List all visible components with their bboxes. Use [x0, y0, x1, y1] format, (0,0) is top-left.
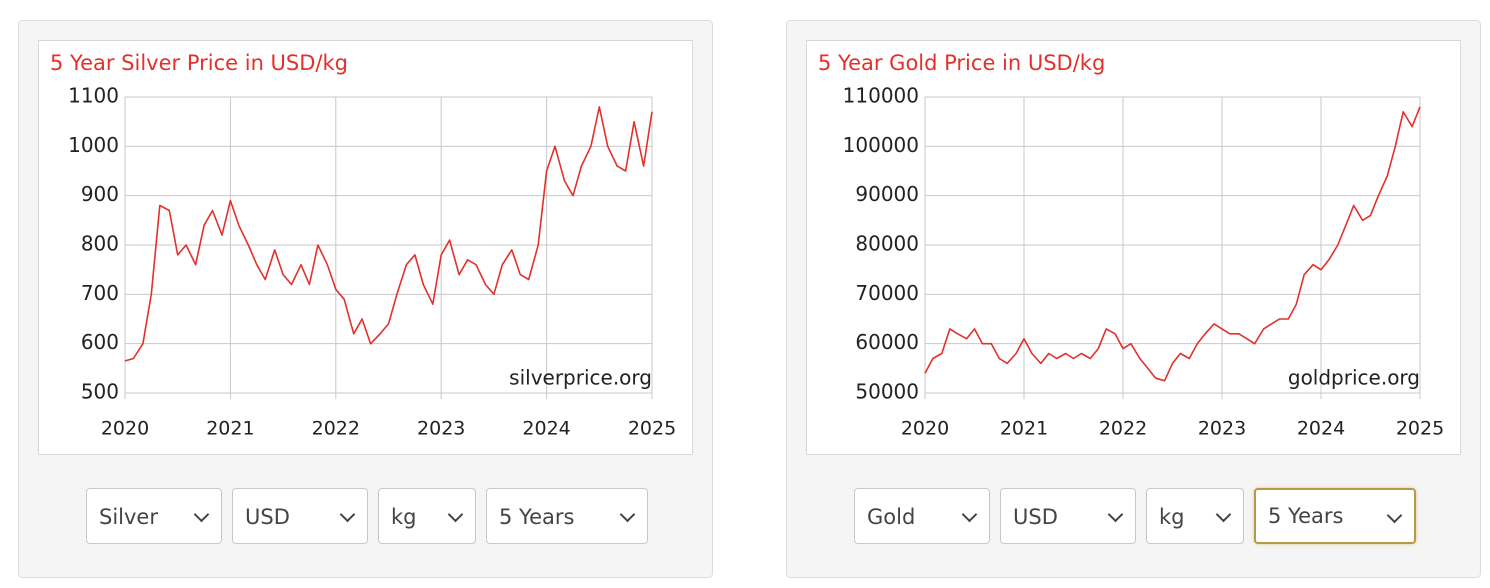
price-line	[924, 106, 1421, 382]
x-tick-label: 2021	[206, 418, 254, 440]
x-tick-label: 2024	[1297, 418, 1345, 440]
chart-box	[38, 40, 693, 455]
dropdown[interactable]: Gold	[854, 488, 990, 544]
dropdown[interactable]: kg	[1146, 488, 1244, 544]
dropdown[interactable]: 5 Years	[486, 488, 648, 544]
y-tick-label: 1100	[68, 84, 119, 108]
x-tick-label: 2023	[417, 418, 465, 440]
y-tick-label: 900	[81, 182, 119, 206]
chart-title: 5 Year Gold Price in USD/kg	[818, 51, 1105, 75]
dropdown[interactable]: USD	[232, 488, 368, 544]
y-tick-label: 1000	[68, 133, 119, 157]
y-tick-label: 700	[81, 281, 119, 305]
x-tick-label: 2025	[628, 418, 676, 440]
y-tick-label: 800	[81, 232, 119, 256]
dropdown[interactable]: 5 Years	[1254, 488, 1416, 544]
y-tick-label: 500	[81, 380, 119, 404]
x-tick-label: 2025	[1396, 418, 1444, 440]
y-tick-label: 60000	[855, 330, 919, 354]
source-label: silverprice.org	[509, 366, 652, 390]
x-tick-label: 2022	[312, 418, 360, 440]
x-tick-label: 2023	[1198, 418, 1246, 440]
price-line	[124, 106, 653, 362]
y-tick-label: 110000	[843, 84, 919, 108]
x-tick-label: 2024	[522, 418, 570, 440]
y-tick-label: 80000	[855, 232, 919, 256]
chart-box	[806, 40, 1461, 455]
y-tick-label: 90000	[855, 182, 919, 206]
chart-title: 5 Year Silver Price in USD/kg	[50, 51, 348, 75]
x-tick-label: 2020	[101, 418, 149, 440]
dropdown[interactable]: kg	[378, 488, 476, 544]
dropdown[interactable]: USD	[1000, 488, 1136, 544]
x-tick-label: 2020	[901, 418, 949, 440]
x-tick-label: 2021	[1000, 418, 1048, 440]
y-tick-label: 100000	[843, 133, 919, 157]
y-tick-label: 70000	[855, 281, 919, 305]
y-tick-label: 50000	[855, 380, 919, 404]
y-tick-label: 600	[81, 330, 119, 354]
source-label: goldprice.org	[1288, 366, 1420, 390]
x-tick-label: 2022	[1099, 418, 1147, 440]
dropdown[interactable]: Silver	[86, 488, 222, 544]
